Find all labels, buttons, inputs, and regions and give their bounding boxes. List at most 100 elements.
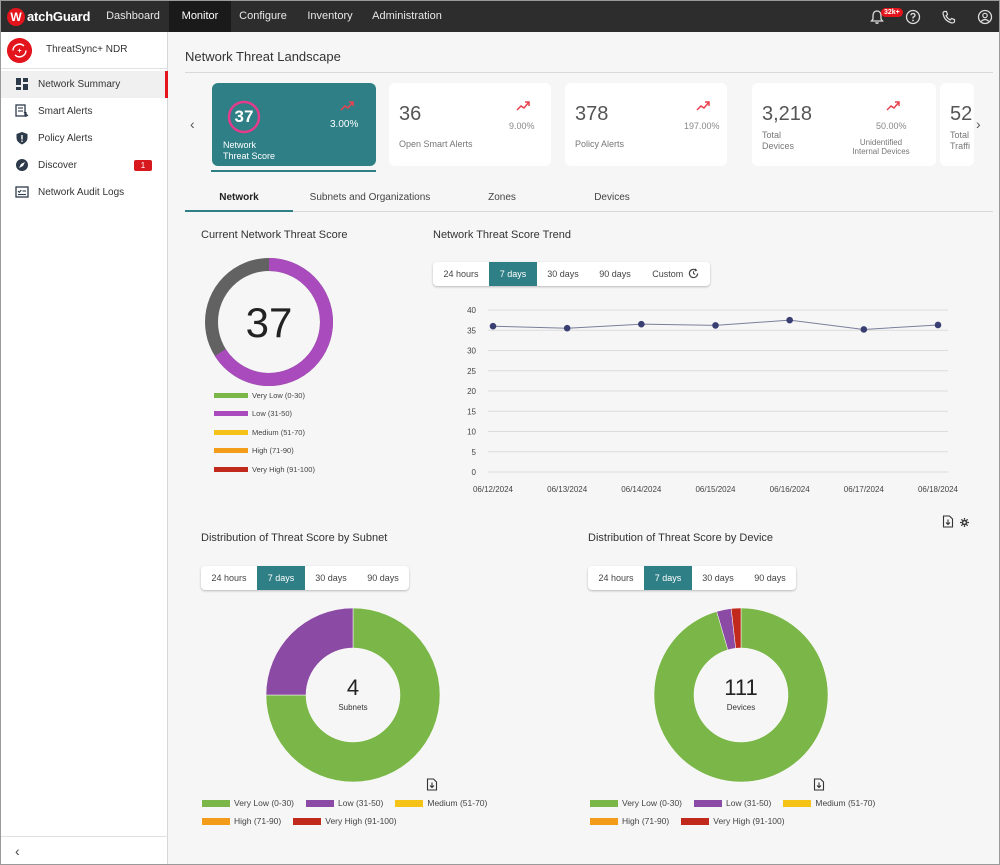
nav-inventory[interactable]: Inventory [307, 10, 353, 22]
subnet-range-selector: 24 hours 7 days 30 days 90 days [201, 566, 409, 590]
tab-devices[interactable]: Devices [594, 192, 630, 203]
sidebar-item-label: Policy Alerts [38, 133, 93, 144]
legend-item: Very High (91-100) [214, 460, 315, 479]
export-file-icon[interactable] [942, 515, 954, 528]
bell-icon[interactable] [869, 9, 885, 25]
legend-item[interactable]: Medium (51-70) [783, 798, 875, 808]
sidebar-item-network-summary[interactable]: Network Summary [1, 71, 168, 98]
range-7-days[interactable]: 7 days [644, 566, 692, 590]
range-30-days[interactable]: 30 days [547, 269, 579, 279]
legend-item[interactable]: Low (31-50) [694, 798, 771, 808]
phone-icon[interactable] [941, 9, 957, 25]
y-tick-label: 35 [467, 326, 476, 335]
legend-item[interactable]: Very High (91-100) [293, 816, 397, 826]
current-score-title: Current Network Threat Score [201, 229, 348, 241]
legend-swatch [214, 392, 248, 398]
sidebar-item-smart-alerts[interactable]: Smart Alerts [1, 98, 168, 125]
score-legend: Very Low (0-30) Low (31-50) Medium (51-70)… [214, 386, 315, 479]
sidebar-collapse-button[interactable]: ‹ [1, 836, 168, 864]
range-7-days[interactable]: 7 days [257, 566, 305, 590]
user-icon[interactable] [977, 9, 993, 25]
kpi-card-total-devices[interactable]: 3,218 Total Devices 50.00% Unidentified … [752, 83, 936, 166]
range-90-days[interactable]: 90 days [754, 573, 786, 583]
legend-label: Very Low (0-30) [622, 798, 682, 808]
range-7-days[interactable]: 7 days [489, 262, 537, 286]
legend-item[interactable]: Very Low (0-30) [202, 798, 294, 808]
nav-dashboard[interactable]: Dashboard [106, 10, 160, 22]
range-30-days[interactable]: 30 days [702, 573, 734, 583]
legend-swatch [202, 799, 230, 807]
top-nav: W atchGuard Dashboard Monitor Configure … [1, 1, 999, 32]
tab-zones[interactable]: Zones [488, 192, 516, 203]
data-point [638, 320, 645, 328]
custom-range-label: Custom [652, 269, 684, 279]
legend-label: Very High (91-100) [325, 816, 397, 826]
y-tick-label: 10 [467, 428, 476, 437]
kpi-card-total-traffic[interactable]: 52 Total Traffi [940, 83, 974, 166]
score-ring-icon [227, 100, 261, 134]
sidebar-item-discover[interactable]: Discover 1 [1, 152, 168, 179]
range-24-hours[interactable]: 24 hours [443, 269, 479, 279]
gear-icon[interactable] [960, 518, 969, 527]
subnet-count: 4 [346, 675, 360, 700]
card-value: 3,218 [762, 103, 813, 125]
legend-label: Low (31-50) [726, 798, 772, 808]
range-90-days[interactable]: 90 days [367, 573, 399, 583]
kpi-card-threat-score[interactable]: 37 Network Threat Score 3.00% [212, 83, 376, 166]
export-file-icon[interactable] [813, 778, 825, 791]
kpi-card-smart-alerts[interactable]: 36 Open Smart Alerts 9.00% [389, 83, 551, 166]
legend-item[interactable]: High (71-90) [202, 816, 281, 826]
discover-count-badge: 1 [134, 160, 152, 171]
nav-administration[interactable]: Administration [372, 10, 442, 22]
help-icon[interactable] [905, 9, 921, 25]
legend-item[interactable]: Very Low (0-30) [590, 798, 682, 808]
carousel-prev-icon[interactable]: ‹ [190, 116, 195, 132]
legend-row: High (71-90) Very High (91-100) [590, 812, 920, 830]
data-point [563, 324, 571, 332]
main-content: Network Threat Landscape ‹ › 37 Network … [168, 32, 999, 864]
range-24-hours[interactable]: 24 hours [211, 573, 247, 583]
gauge-score-arc [205, 258, 333, 386]
sidebar-item-network-audit-logs[interactable]: Network Audit Logs [1, 179, 168, 206]
legend-label: High (71-90) [252, 446, 294, 456]
x-tick-label: 06/15/2024 [695, 485, 736, 494]
device-range-selector: 24 hours 7 days 30 days 90 days [588, 566, 796, 590]
dashboard-icon [16, 78, 28, 90]
x-tick-label: 06/13/2024 [547, 485, 588, 494]
legend-swatch [590, 817, 618, 825]
device-dist-title: Distribution of Threat Score by Device [588, 532, 774, 544]
tab-subnets-and-organizations[interactable]: Subnets and Organizations [309, 192, 431, 203]
x-tick-label: 06/16/2024 [770, 485, 811, 494]
kpi-card-policy-alerts[interactable]: 378 Policy Alerts 197.00% [565, 83, 727, 166]
legend-label: Medium (51-70) [252, 427, 305, 437]
shield-icon [16, 132, 28, 145]
card-pct: 9.00% [509, 121, 535, 131]
trend-line-chart: 0 5 10 15 20 25 30 35 40 06/12/2024 06/13/2024 06/1… [467, 306, 958, 494]
donut-slice [730, 607, 742, 649]
range-custom[interactable]: Custom [641, 262, 710, 286]
carousel-next-icon[interactable]: › [976, 116, 981, 132]
range-30-days[interactable]: 30 days [315, 573, 347, 583]
sidebar-header: + ThreatSync+ NDR [1, 32, 168, 69]
legend-swatch [214, 429, 248, 435]
legend-item[interactable]: Very High (91-100) [681, 816, 785, 826]
sidebar-item-policy-alerts[interactable]: Policy Alerts [1, 125, 168, 152]
range-24-hours[interactable]: 24 hours [598, 573, 634, 583]
card-label: Total Devices [762, 130, 795, 151]
nav-configure[interactable]: Configure [239, 10, 287, 22]
export-file-icon[interactable] [426, 778, 438, 791]
nav-monitor[interactable]: Monitor [169, 1, 231, 32]
x-tick-label: 06/17/2024 [844, 485, 885, 494]
legend-item[interactable]: High (71-90) [590, 816, 669, 826]
legend-swatch [214, 466, 248, 472]
tab-network[interactable]: Network [185, 185, 293, 212]
legend-swatch [590, 799, 618, 807]
legend-item[interactable]: Medium (51-70) [395, 798, 487, 808]
legend-item[interactable]: Low (31-50) [306, 798, 383, 808]
device-legend: Very Low (0-30) Low (31-50) Medium (51-70)… [590, 794, 920, 830]
x-tick-label: 06/14/2024 [621, 485, 662, 494]
card-label: Policy Alerts [575, 139, 625, 149]
trend-up-icon [886, 101, 900, 111]
watchguard-logo[interactable]: W atchGuard [7, 7, 90, 26]
range-90-days[interactable]: 90 days [599, 269, 631, 279]
